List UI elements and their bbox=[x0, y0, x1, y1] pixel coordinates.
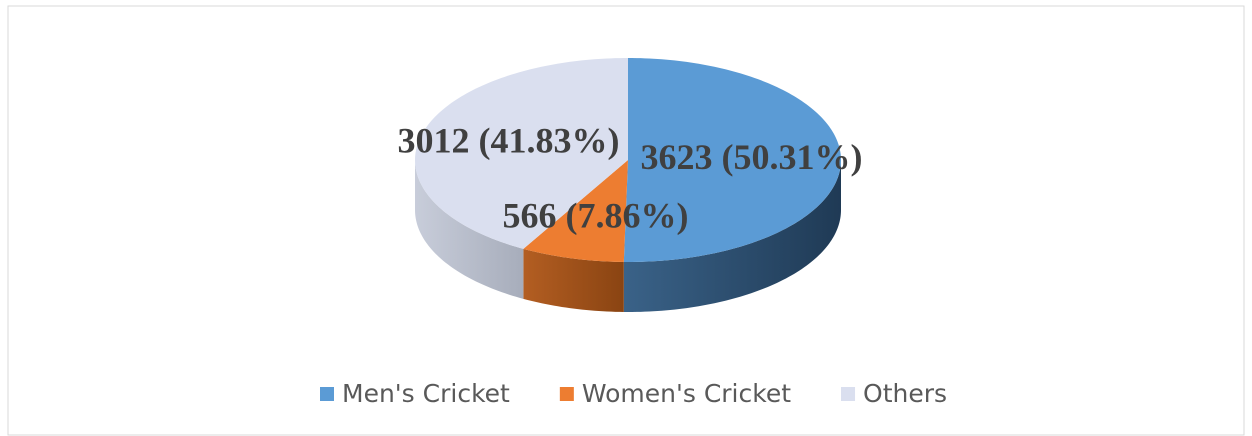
legend-label: Women's Cricket bbox=[582, 379, 791, 408]
data-label: 3012 (41.83%) bbox=[398, 121, 620, 161]
slice bbox=[415, 58, 628, 249]
legend-swatch bbox=[841, 387, 856, 401]
legend-label: Men's Cricket bbox=[342, 379, 510, 408]
slice-side bbox=[623, 160, 841, 312]
slice-side bbox=[415, 160, 524, 299]
slice bbox=[523, 160, 628, 262]
legend-label: Others bbox=[863, 379, 947, 408]
data-label: 3623 (50.31%) bbox=[641, 137, 863, 177]
slice bbox=[623, 58, 841, 262]
data-label: 566 (7.86%) bbox=[502, 195, 688, 235]
legend-swatch bbox=[320, 387, 334, 401]
slice-side bbox=[523, 248, 624, 312]
legend-swatch bbox=[559, 387, 574, 401]
